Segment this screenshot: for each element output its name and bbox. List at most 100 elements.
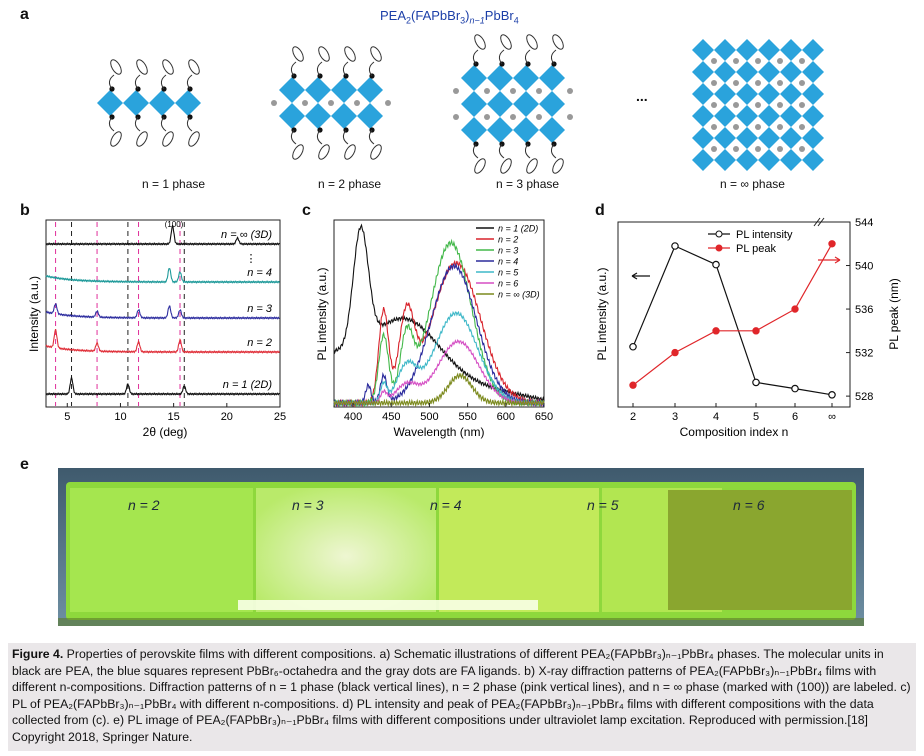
fa-dot	[755, 124, 761, 130]
octahedron	[714, 149, 736, 171]
fa-dot	[510, 88, 516, 94]
fa-dot	[799, 80, 805, 86]
pl-photo	[58, 468, 864, 626]
pl-series	[333, 223, 545, 408]
fa-dot	[567, 114, 573, 120]
fa-dot	[755, 146, 761, 152]
phase-label-ninf: n = ∞ phase	[720, 177, 785, 191]
pea-ring	[526, 34, 538, 50]
pea-chain	[550, 49, 557, 65]
octahedron	[736, 149, 758, 171]
phase-ellipsis: ...	[636, 88, 648, 104]
schematic-n2	[271, 46, 391, 160]
octahedron	[513, 117, 539, 143]
pea-ring	[344, 46, 356, 62]
fa-dot	[385, 100, 391, 106]
pl-y-label: PL intensity (a.u.)	[315, 268, 329, 361]
pea-chain	[134, 116, 141, 132]
octahedron	[331, 77, 357, 103]
pea-chain	[160, 116, 167, 132]
fa-dot	[755, 80, 761, 86]
pea-ring	[110, 59, 122, 75]
octahedron	[487, 65, 513, 91]
pea-ring	[110, 131, 122, 147]
octahedron	[802, 149, 824, 171]
xrd-100-annotation: (100)	[165, 220, 184, 229]
pl-legend-label: n = 1 (2D)	[498, 224, 538, 234]
xrd-tick-label: 15	[168, 411, 180, 423]
pea-chain	[316, 61, 323, 77]
octahedron	[305, 103, 331, 129]
octahedron	[780, 39, 802, 61]
axis-break	[813, 217, 821, 227]
octahedron	[692, 83, 714, 105]
fa-dot	[484, 88, 490, 94]
xrd-reference-lines	[55, 222, 185, 406]
octahedron	[780, 149, 802, 171]
pea-ring	[188, 131, 200, 147]
summary-ticks: 2 3 4 5 6 ∞ 528 532 536 540 544	[630, 217, 873, 423]
peak-point	[629, 381, 637, 389]
pea-chain	[550, 143, 557, 159]
pl-tick-label: 550	[458, 411, 476, 423]
octahedron	[175, 90, 201, 116]
pl-tick-label: 600	[497, 411, 515, 423]
summary-x-label: Composition index n	[680, 425, 789, 439]
fa-dot	[799, 124, 805, 130]
axis-break	[817, 217, 825, 227]
pl-legend: n = 1 (2D)n = 2n = 3n = 4n = 5n = 6n = ∞…	[476, 224, 540, 300]
pl-summary-chart: 2 3 4 5 6 ∞ 528 532 536 540 544 PL intensity PL pea…	[595, 217, 901, 439]
phase-schematics	[97, 34, 824, 174]
pea-ring	[292, 46, 304, 62]
peak-point	[791, 305, 799, 313]
octahedron	[802, 61, 824, 83]
octahedron	[736, 39, 758, 61]
pl-series-line	[333, 372, 545, 408]
xrd-series-label: n = 4	[247, 267, 272, 279]
octahedron	[539, 117, 565, 143]
pea-chain	[524, 49, 531, 65]
xrd-tick-label: 10	[114, 411, 126, 423]
panel-a-title: PEA2(FAPbBr3)n−1PbBr4	[380, 8, 519, 26]
summary-series	[629, 217, 841, 399]
film-n4	[439, 488, 599, 612]
summary-x-tick-label: 4	[713, 411, 719, 423]
pea-ring	[552, 158, 564, 174]
octahedron	[802, 83, 824, 105]
pea-chain	[472, 49, 479, 65]
intensity-point	[712, 260, 720, 269]
fa-dot	[733, 80, 739, 86]
pea-chain	[472, 143, 479, 159]
schematic-n3	[453, 34, 573, 174]
pea-ring	[318, 46, 330, 62]
xrd-series-line	[45, 328, 280, 354]
phase-label-n3: n = 3 phase	[496, 177, 560, 191]
xrd-series-line	[45, 303, 280, 320]
pea-chain	[524, 143, 531, 159]
fa-dot	[711, 80, 717, 86]
intensity-point	[828, 391, 836, 399]
pl-tick-label: 400	[344, 411, 362, 423]
pea-chain	[342, 61, 349, 77]
peak-point	[712, 327, 720, 335]
pl-series-line	[333, 338, 545, 407]
fa-dot	[354, 100, 360, 106]
schematic-ninf	[692, 39, 824, 171]
octahedron	[357, 103, 383, 129]
summary-legend: PL intensity PL peak	[708, 229, 793, 255]
summary-legend-marker	[715, 244, 723, 252]
fa-dot	[453, 88, 459, 94]
pea-ring	[292, 144, 304, 160]
summary-legend-label: PL peak	[736, 243, 776, 255]
octahedron	[123, 90, 149, 116]
summary-legend-marker	[715, 230, 723, 238]
fa-dot	[733, 146, 739, 152]
intensity-arrow	[631, 272, 650, 280]
peak-point	[828, 240, 836, 248]
pl-series-line	[333, 262, 545, 408]
film-label-n4: n = 4	[430, 497, 462, 513]
peak-point	[752, 327, 760, 335]
pea-chain	[108, 74, 115, 90]
pea-chain	[368, 129, 375, 145]
panel-b-label: b	[20, 202, 30, 219]
